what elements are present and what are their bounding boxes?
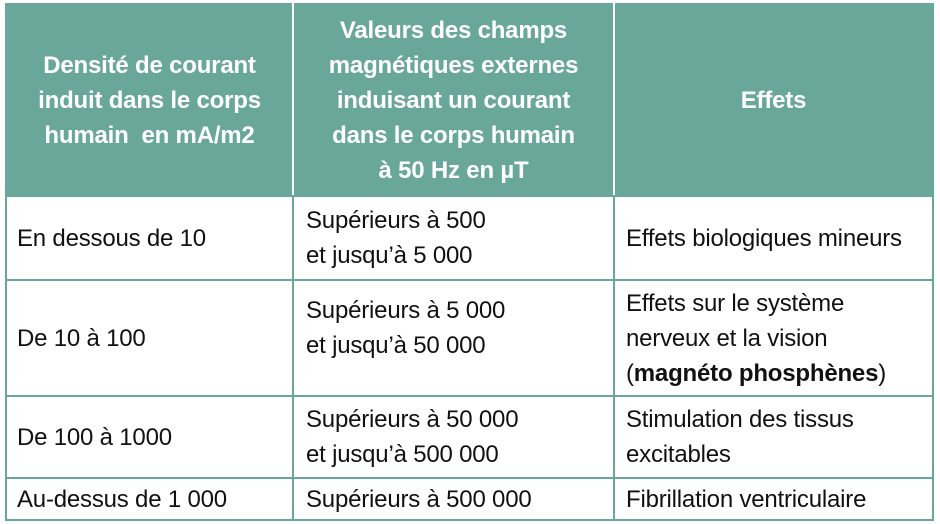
header-line: induisant un courant xyxy=(336,86,571,114)
cell-line: et jusqu’à 50 000 xyxy=(306,332,486,359)
cell-effect: Stimulation des tissus excitables xyxy=(613,395,934,479)
term-magneto-phosphenes: magnéto phosphènes xyxy=(633,359,879,387)
table-header-row: Densité de courant induit dans le corps … xyxy=(5,3,934,197)
header-line: dans le corps humain xyxy=(332,121,575,149)
cell-field: Supérieurs à 50 000 et jusqu’à 500 000 xyxy=(292,395,615,479)
table-row: En dessous de 10 Supérieurs à 500 et jus… xyxy=(5,195,934,281)
header-line: Densité de courant xyxy=(43,51,256,79)
header-magnetic-field-values: Valeurs des champs magnétiques externes … xyxy=(292,3,615,197)
table-row: Au-dessus de 1 000 Supérieurs à 500 000 … xyxy=(5,477,934,521)
cell-line: et jusqu’à 5 000 xyxy=(306,242,473,269)
header-line: à 50 Hz en µT xyxy=(378,156,529,184)
header-line: Valeurs des champs xyxy=(339,16,568,44)
cell-line: Effets biologiques mineurs xyxy=(626,224,902,252)
cell-effect: Effets sur le système nerveux et la visi… xyxy=(613,279,934,397)
cell-line-with-term: (magnéto phosphènes) xyxy=(626,356,922,391)
paren-open: ( xyxy=(626,359,634,387)
cell-effect: Fibrillation ventriculaire xyxy=(613,477,934,521)
cell-line: Supérieurs à 500 xyxy=(306,207,486,234)
cell-line: excitables xyxy=(626,441,731,468)
cell-density: De 10 à 100 xyxy=(5,279,294,397)
cell-line: Au-dessus de 1 000 xyxy=(17,485,227,513)
cell-line: Effets sur le système xyxy=(626,289,845,317)
cell-line: Stimulation des tissus xyxy=(626,406,854,433)
cell-density: Au-dessus de 1 000 xyxy=(5,477,294,521)
cell-line: nerveux et la vision xyxy=(626,324,828,352)
cell-field: Supérieurs à 500 et jusqu’à 5 000 xyxy=(292,195,615,281)
header-effects: Effets xyxy=(613,3,934,197)
effects-table-container: Densité de courant induit dans le corps … xyxy=(5,3,934,521)
table-row: De 100 à 1000 Supérieurs à 50 000 et jus… xyxy=(5,395,934,479)
cell-field: Supérieurs à 500 000 xyxy=(292,477,615,521)
magnetic-field-effects-table: Densité de courant induit dans le corps … xyxy=(5,3,934,521)
cell-density: En dessous de 10 xyxy=(5,195,294,281)
cell-line: De 100 à 1000 xyxy=(17,423,172,451)
paren-close: ) xyxy=(878,359,887,387)
cell-line: De 10 à 100 xyxy=(17,324,146,352)
cell-line: Supérieurs à 5 000 xyxy=(306,297,506,324)
cell-line: Supérieurs à 500 000 xyxy=(306,485,532,513)
header-line: humain en mA/m2 xyxy=(44,121,255,149)
header-line: magnétiques externes xyxy=(328,51,579,79)
cell-line: En dessous de 10 xyxy=(17,224,206,252)
table-row: De 10 à 100 Supérieurs à 5 000 et jusqu’… xyxy=(5,279,934,397)
header-line: induit dans le corps xyxy=(38,86,261,114)
cell-line: Supérieurs à 50 000 xyxy=(306,406,519,433)
cell-line: Fibrillation ventriculaire xyxy=(626,485,867,513)
cell-line: et jusqu’à 500 000 xyxy=(306,441,499,468)
header-current-density: Densité de courant induit dans le corps … xyxy=(5,3,294,197)
cell-effect: Effets biologiques mineurs xyxy=(613,195,934,281)
cell-density: De 100 à 1000 xyxy=(5,395,294,479)
header-line: Effets xyxy=(740,86,807,114)
cell-field: Supérieurs à 5 000 et jusqu’à 50 000 xyxy=(292,279,615,397)
